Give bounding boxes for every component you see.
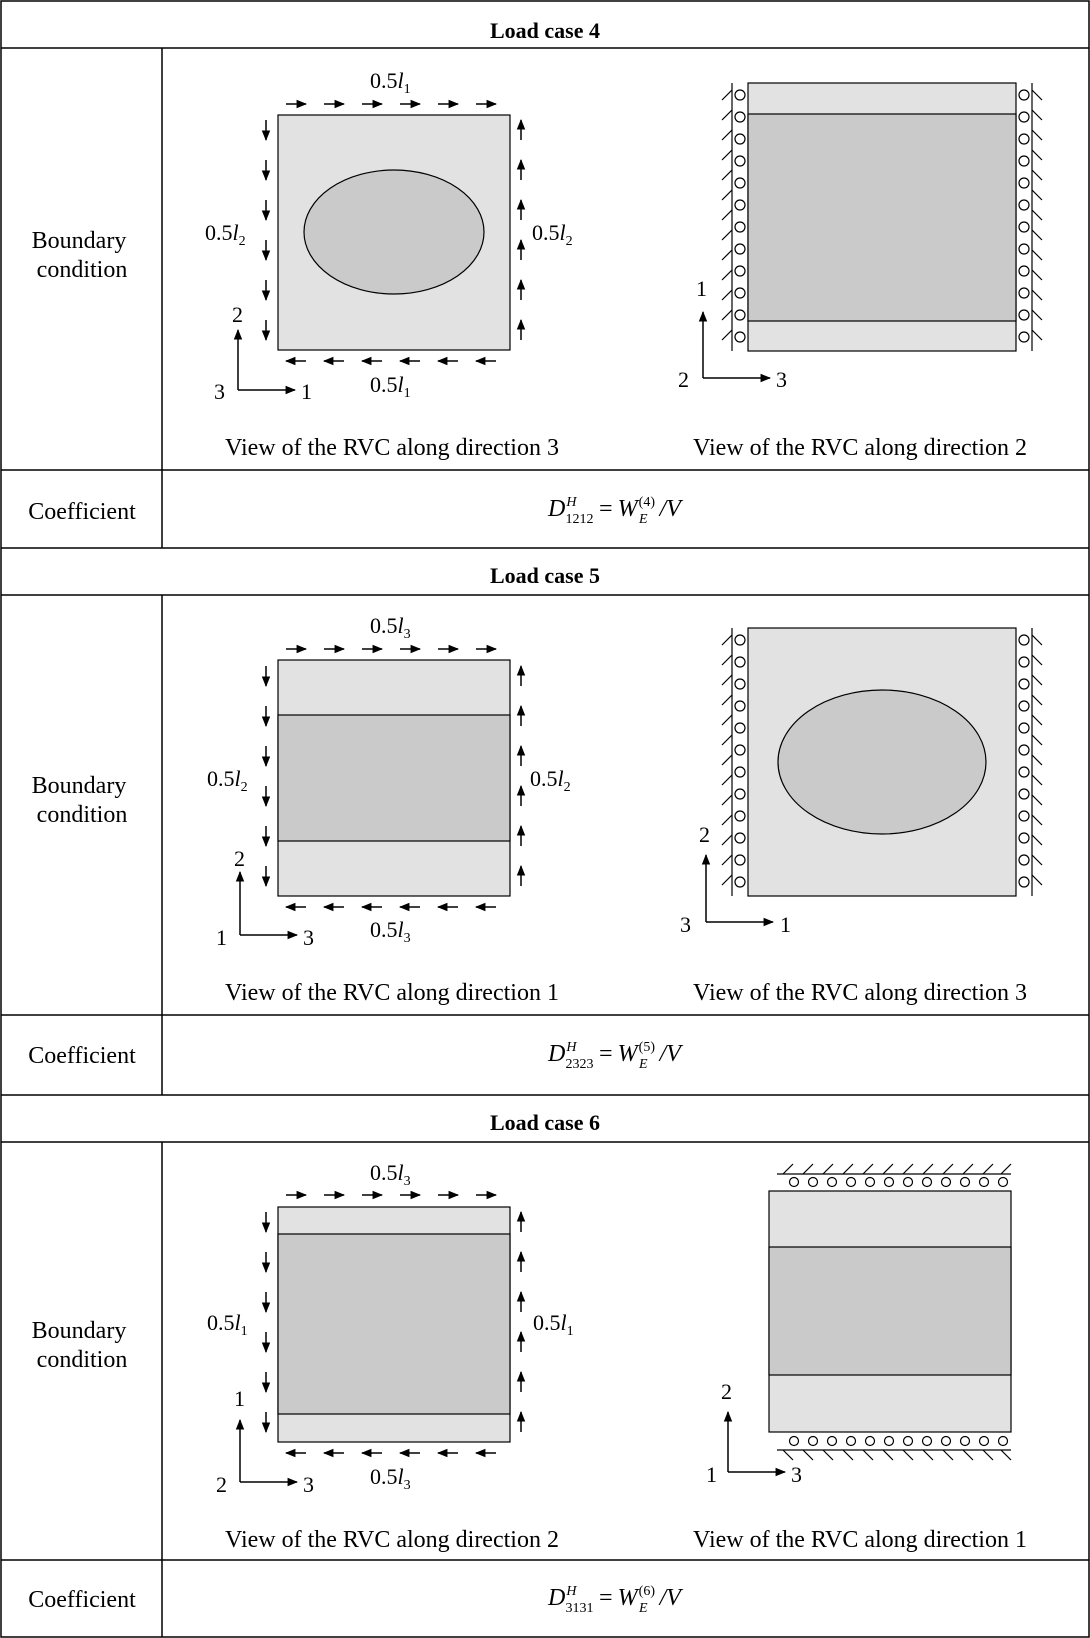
coefficient-equation: DH 2323 = W(5) E/V: [547, 1040, 683, 1072]
rvc-fiber-band: [747, 113, 1017, 322]
load-case-title: Load case 6: [490, 1110, 600, 1135]
axis-label-vertical: 2: [234, 846, 245, 871]
coefficient-equation: DH 1212 = W(4) E/V: [547, 495, 683, 527]
roller-support-left: [721, 83, 746, 351]
axis-label-origin: 1: [216, 925, 227, 950]
axis-label-horizontal: 3: [303, 1472, 314, 1497]
rvc-view-left: 0.5l3 0.5l2 0.5l2 0.5l3 2 1 3 View of th…: [207, 613, 571, 1006]
axis-triad: [723, 1410, 787, 1477]
load-case-6: Load case 6 Boundary condition Coefficie…: [28, 1110, 1027, 1616]
roller-support-top: [777, 1163, 1012, 1188]
rvc-view-right: 1 2 3 View of the RVC along direction 2: [678, 82, 1043, 461]
roller-support-left: [721, 628, 746, 896]
load-case-5: Load case 5 Boundary condition Coefficie…: [28, 563, 1043, 1072]
axis-label-vertical: 2: [699, 822, 710, 847]
row-label-coefficient: Coefficient: [28, 499, 136, 525]
rvc-view-left: 0.5l3 0.5l1 0.5l1 0.5l3 1 2 3 View of th…: [207, 1160, 574, 1553]
axis-label-origin: 3: [214, 379, 225, 404]
rvc-view-right: 2 3 1 View of the RVC along direction 3: [680, 627, 1043, 1006]
row-label-coefficient: Coefficient: [28, 1043, 136, 1069]
rvc-fiber-band: [768, 1246, 1012, 1376]
view-caption: View of the RVC along direction 2: [225, 1527, 559, 1553]
axis-label-origin: 3: [680, 912, 691, 937]
dim-bottom: 0.5l3: [370, 917, 411, 946]
axis-triad: [233, 328, 297, 395]
view-caption: View of the RVC along direction 1: [225, 980, 559, 1006]
axis-label-vertical: 2: [232, 302, 243, 327]
axis-triad: [698, 310, 772, 383]
dim-top: 0.5l3: [370, 1160, 411, 1189]
roller-support-bottom: [777, 1435, 1012, 1461]
rvc-view-right: 2 1 3 View of the RVC along direction 1: [693, 1163, 1027, 1553]
axis-label-horizontal: 3: [791, 1462, 802, 1487]
axis-label-vertical: 1: [234, 1386, 245, 1411]
row-label-boundary-line2: condition: [37, 257, 128, 283]
axis-label-horizontal: 3: [303, 925, 314, 950]
axis-label-origin: 2: [216, 1472, 227, 1497]
row-label-boundary-line1: Boundary: [32, 773, 127, 799]
dim-left: 0.5l2: [205, 220, 246, 249]
axis-label-origin: 2: [678, 367, 689, 392]
row-label-boundary-line1: Boundary: [32, 228, 127, 254]
axis-label-origin: 1: [706, 1462, 717, 1487]
axis-triad: [701, 853, 775, 927]
row-label-boundary-line2: condition: [37, 802, 128, 828]
dim-right: 0.5l1: [533, 1310, 574, 1339]
axis-triad: [235, 870, 299, 940]
dim-bottom: 0.5l1: [370, 372, 411, 401]
axis-label-horizontal: 1: [301, 379, 312, 404]
axis-label-vertical: 2: [721, 1379, 732, 1404]
rvc-fiber-band: [277, 1233, 511, 1415]
view-caption: View of the RVC along direction 3: [225, 435, 559, 461]
dim-left: 0.5l1: [207, 1310, 248, 1339]
dim-top: 0.5l3: [370, 613, 411, 642]
rvc-view-left: 0.5l1 0.5l2 0.5l2 0.5l1 2 3 1 View of th…: [205, 68, 573, 461]
view-caption: View of the RVC along direction 1: [693, 1527, 1027, 1553]
dim-bottom: 0.5l3: [370, 1464, 411, 1493]
row-label-boundary-line2: condition: [37, 1347, 128, 1373]
axis-label-horizontal: 1: [780, 912, 791, 937]
load-case-4: Load case 4 Boundary condition Coefficie…: [28, 18, 1043, 527]
row-label-coefficient: Coefficient: [28, 1587, 136, 1613]
view-caption: View of the RVC along direction 3: [693, 980, 1027, 1006]
rvc-fiber-band: [277, 714, 511, 842]
dim-right: 0.5l2: [530, 766, 571, 795]
load-case-title: Load case 5: [490, 563, 600, 588]
rvc-inclusion: [777, 689, 987, 835]
view-caption: View of the RVC along direction 2: [693, 435, 1027, 461]
roller-support-right: [1018, 628, 1043, 896]
row-label-boundary: Boundary condition: [32, 228, 133, 283]
dim-right: 0.5l2: [532, 220, 573, 249]
rvc-inclusion: [303, 169, 485, 295]
dim-left: 0.5l2: [207, 766, 248, 795]
row-label-boundary: Boundary condition: [32, 1318, 133, 1373]
coefficient-equation: DH 3131 = W(6) E/V: [547, 1584, 683, 1616]
row-label-boundary: Boundary condition: [32, 773, 133, 828]
load-case-title: Load case 4: [490, 18, 600, 43]
roller-support-right: [1018, 83, 1043, 351]
dim-top: 0.5l1: [370, 68, 411, 97]
axis-triad: [235, 1418, 299, 1487]
axis-label-vertical: 1: [696, 276, 707, 301]
row-label-boundary-line1: Boundary: [32, 1318, 127, 1344]
axis-label-horizontal: 3: [776, 367, 787, 392]
